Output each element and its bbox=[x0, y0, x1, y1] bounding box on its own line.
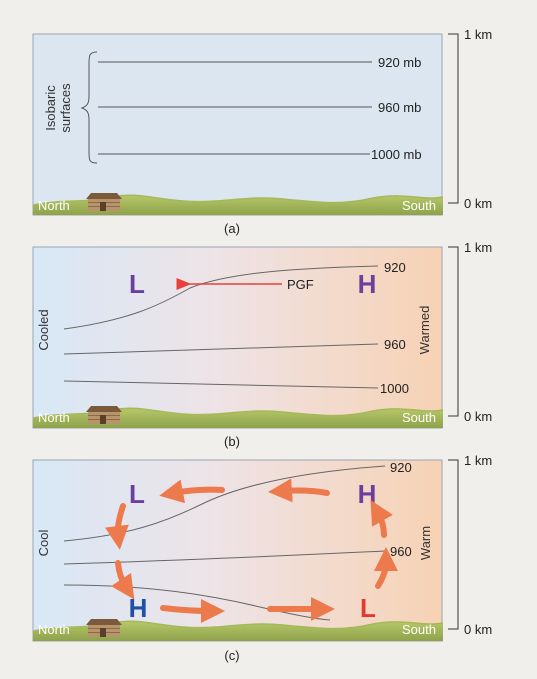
panel-c: 920 960 L H H L Cool Warm North South (c… bbox=[32, 459, 444, 663]
surface-high-H: H bbox=[129, 593, 148, 623]
panel-a-north-label: North bbox=[38, 198, 70, 213]
upper-low-L: L bbox=[129, 479, 145, 509]
isobar-label-920: 920 bbox=[390, 460, 412, 475]
panel-c-caption: (c) bbox=[224, 648, 239, 663]
warmed-label: Warmed bbox=[417, 306, 432, 355]
surface-arrow-left bbox=[160, 598, 225, 623]
isobar-960-curve bbox=[63, 550, 386, 565]
high-pressure-H: H bbox=[358, 269, 377, 299]
panel-a-caption: (a) bbox=[224, 221, 240, 236]
isobaric-label-line1: Isobaric bbox=[43, 85, 58, 131]
panel-a: 920 mb 960 mb 1000 mb Isobaric surfaces … bbox=[32, 33, 444, 236]
scale-a bbox=[448, 33, 459, 204]
panel-c-cabin-icon bbox=[86, 619, 122, 637]
panel-b-sky bbox=[32, 246, 443, 429]
warm-label: Warm bbox=[418, 526, 433, 560]
scale-a-bottom: 0 km bbox=[464, 196, 492, 211]
scale-b-bottom: 0 km bbox=[464, 409, 492, 424]
isobar-label-960: 960 bbox=[390, 544, 412, 559]
isobar-label-1000: 1000 bbox=[380, 381, 409, 396]
upper-high-H: H bbox=[358, 479, 377, 509]
surface-low-L: L bbox=[360, 593, 376, 623]
circulation-arrows bbox=[104, 478, 398, 623]
panel-c-south-label: South bbox=[402, 622, 436, 637]
panel-b: 920 960 1000 L H PGF Cooled Warmed North… bbox=[32, 246, 444, 449]
rising-arrow-top bbox=[370, 499, 393, 538]
panel-b-south-label: South bbox=[402, 410, 436, 425]
rising-arrow-bottom bbox=[373, 547, 398, 589]
upper-arrow-left bbox=[159, 479, 225, 504]
panel-a-cabin-icon bbox=[86, 193, 122, 211]
isobar-label-920: 920 mb bbox=[378, 55, 421, 70]
isobar-label-920: 920 bbox=[384, 260, 406, 275]
scale-b bbox=[448, 246, 459, 417]
panel-b-north-label: North bbox=[38, 410, 70, 425]
panel-a-south-label: South bbox=[402, 198, 436, 213]
isobaric-bracket bbox=[80, 51, 98, 164]
scale-c-bottom: 0 km bbox=[464, 622, 492, 637]
descending-arrow-top bbox=[104, 503, 129, 550]
upper-arrow-right bbox=[268, 478, 330, 503]
descending-arrow-bottom bbox=[111, 560, 135, 600]
pgf-label: PGF bbox=[287, 277, 314, 292]
isobar-label-1000: 1000 mb bbox=[371, 147, 422, 162]
isobar-1000-curve bbox=[63, 380, 379, 389]
isobar-label-960: 960 bbox=[384, 337, 406, 352]
isobar-960-curve bbox=[63, 343, 379, 355]
panel-c-sky bbox=[32, 459, 443, 642]
panel-b-cabin-icon bbox=[86, 406, 122, 424]
isobaric-label-line2: surfaces bbox=[58, 83, 73, 133]
panel-c-north-label: North bbox=[38, 622, 70, 637]
cool-label: Cool bbox=[36, 530, 51, 557]
scale-a-top: 1 km bbox=[464, 27, 492, 42]
low-pressure-L: L bbox=[129, 269, 145, 299]
panel-b-caption: (b) bbox=[224, 434, 240, 449]
isobar-label-960: 960 mb bbox=[378, 100, 421, 115]
cooled-label: Cooled bbox=[36, 309, 51, 350]
scale-c-top: 1 km bbox=[464, 453, 492, 468]
scale-c bbox=[448, 459, 459, 630]
height-scales bbox=[448, 33, 459, 630]
scale-b-top: 1 km bbox=[464, 240, 492, 255]
panel-a-sky bbox=[32, 33, 443, 216]
